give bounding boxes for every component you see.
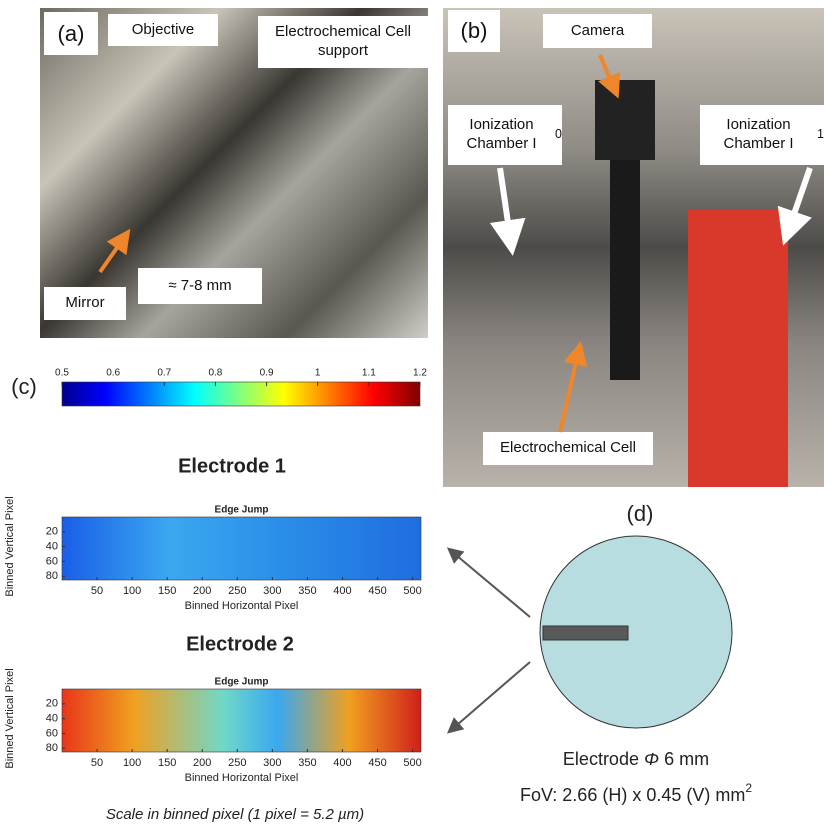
x-tick-label: 300 [263,757,281,769]
colorbar-tick-label: 1.2 [413,368,427,379]
x-tick-label: 50 [91,757,103,769]
x-tick-label: 450 [368,585,386,597]
x-tick-label: 250 [228,757,246,769]
caption: Scale in binned pixel (1 pixel = 5.2 µm) [106,806,364,823]
x-tick-label: 450 [368,757,386,769]
symbol: Φ [644,749,659,769]
text: FoV: 2.66 (H) x 0.45 (V) mm [520,785,745,805]
x-tick-label: 400 [333,757,351,769]
x-tick-label: 100 [123,757,141,769]
x-tick-label: 200 [193,585,211,597]
x-tick-label: 500 [403,585,421,597]
y-tick-label: 40 [46,541,58,553]
x-tick-label: 200 [193,757,211,769]
x-tick-label: 300 [263,585,281,597]
x-tick-label: 500 [403,757,421,769]
pointer-arrow [450,550,530,617]
colorbar-tick-label: 0.7 [157,368,171,379]
plot-heading: Electrode 2 [186,633,294,655]
photo-arrow [785,168,810,240]
x-tick-label: 250 [228,585,246,597]
x-tick-label: 150 [158,585,176,597]
heatmap [62,689,421,752]
x-tick-label: 50 [91,585,103,597]
y-tick-label: 20 [46,526,58,538]
x-tick-label: 100 [123,585,141,597]
heatmap [62,517,421,580]
superscript: 2 [745,781,752,795]
colorbar-tick-label: 1 [315,368,321,379]
colorbar-tick-label: 0.5 [55,368,69,379]
photo-arrow [100,232,128,272]
x-tick-label: 350 [298,757,316,769]
x-axis-label: Binned Horizontal Pixel [185,600,299,612]
y-tick-label: 20 [46,698,58,710]
photo-arrow [600,55,617,95]
y-tick-label: 60 [46,555,58,567]
text: 6 mm [664,749,709,769]
plot-title: Edge Jump [215,505,269,516]
fov-strip [543,626,628,640]
photo-arrow [500,168,512,250]
pointer-arrow [450,662,530,731]
x-tick-label: 350 [298,585,316,597]
x-tick-label: 150 [158,757,176,769]
colorbar-tick-label: 0.6 [106,368,120,379]
colorbar-tick-label: 0.8 [208,368,222,379]
y-tick-label: 80 [46,742,58,754]
y-axis-label: Binned Vertical Pixel [4,496,16,596]
y-tick-label: 60 [46,727,58,739]
text: Electrode [563,749,639,769]
figure: (a) Objective Electrochemical Cell suppo… [0,0,831,828]
chart-layer: (c) Electrode 1 Electrode 2 Scale in bin… [0,0,831,828]
x-axis-label: Binned Horizontal Pixel [185,772,299,784]
plot-heading: Electrode 1 [178,455,286,477]
y-tick-label: 40 [46,713,58,725]
electrode-size: Electrode Φ 6 mm [563,749,709,769]
colorbar [62,382,420,406]
y-axis-label: Binned Vertical Pixel [4,668,16,768]
colorbar-tick-label: 0.9 [260,368,274,379]
panel-label: (d) [627,501,654,526]
fov: FoV: 2.66 (H) x 0.45 (V) mm2 [520,781,752,805]
colorbar-tick-label: 1.1 [362,368,376,379]
plot-title: Edge Jump [215,677,269,688]
y-tick-label: 80 [46,570,58,582]
photo-arrow [560,345,580,432]
panel-label: (c) [11,374,37,399]
x-tick-label: 400 [333,585,351,597]
